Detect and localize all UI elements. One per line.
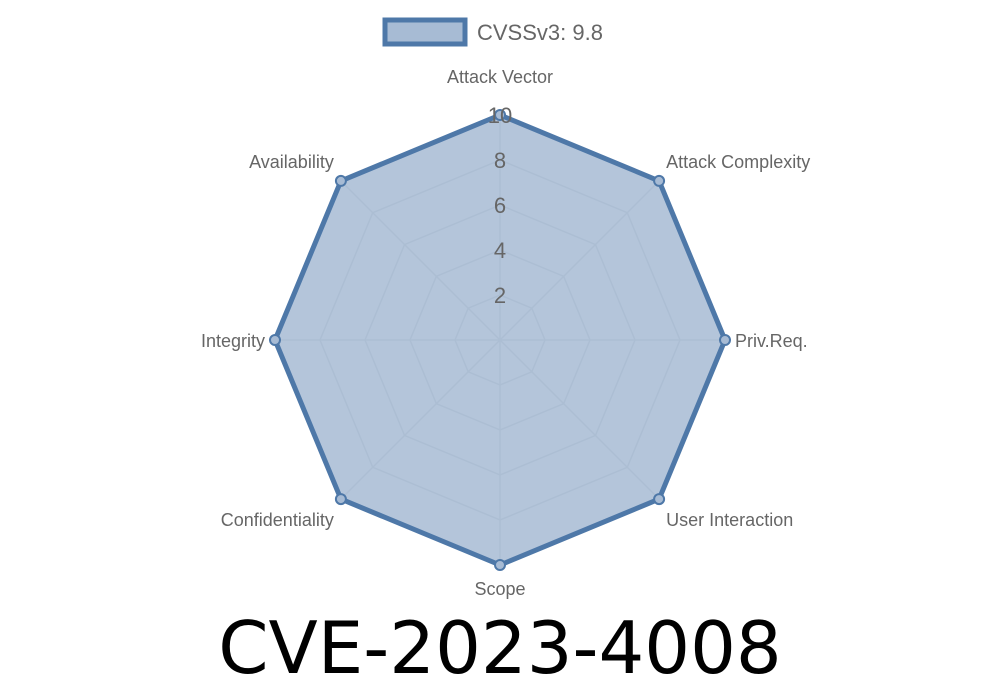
data-point [494, 559, 506, 571]
axis-label: Integrity [201, 331, 265, 351]
data-point [653, 174, 666, 187]
axis-label: Attack Complexity [666, 152, 810, 172]
axis-label: Availability [249, 152, 334, 172]
data-point [334, 493, 347, 506]
data-point [653, 493, 666, 506]
tick-label: 10 [488, 103, 512, 128]
tick-label: 2 [494, 283, 506, 308]
tick-label: 8 [494, 148, 506, 173]
data-point [719, 334, 731, 346]
axis-label: User Interaction [666, 510, 793, 530]
axis-label: Attack Vector [447, 67, 553, 87]
axis-label: Confidentiality [221, 510, 334, 530]
data-point [269, 334, 281, 346]
tick-label: 6 [494, 193, 506, 218]
axis-label: Priv.Req. [735, 331, 808, 351]
data-point [494, 109, 506, 121]
data-point [334, 174, 347, 187]
axis-label: Scope [474, 579, 525, 599]
tick-label: 4 [494, 238, 506, 263]
page-title: CVE-2023-4008 [218, 606, 782, 690]
legend-label: CVSSv3: 9.8 [477, 20, 603, 45]
legend-swatch [382, 17, 468, 47]
